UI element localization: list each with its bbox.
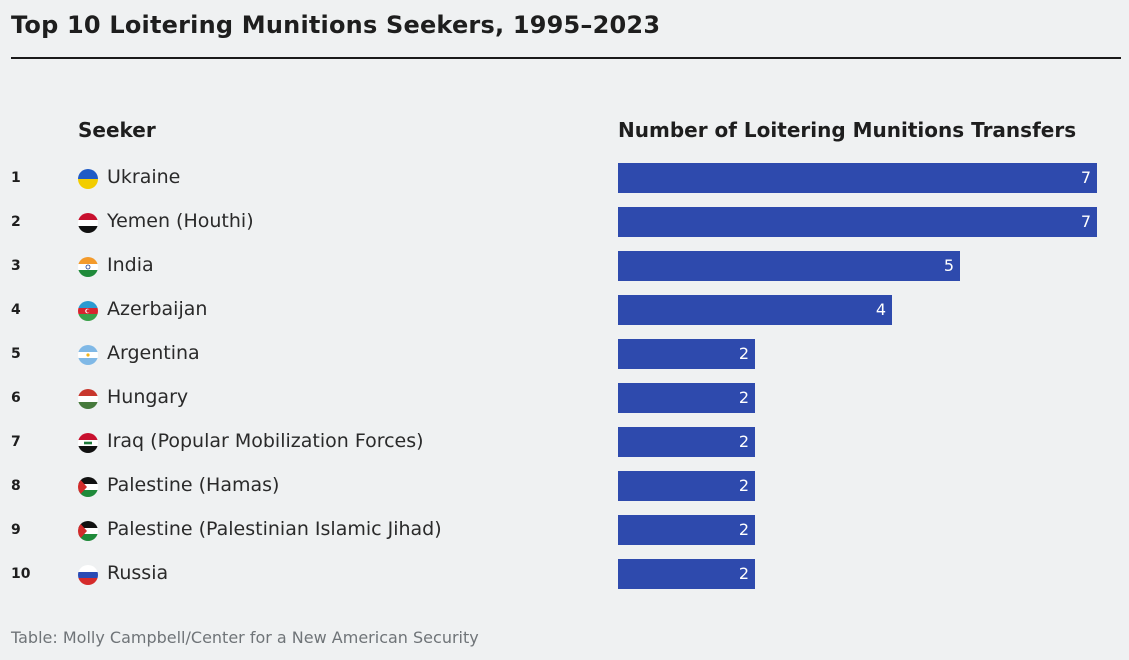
bar-value-label: 2	[738, 344, 749, 363]
rank-label: 4	[11, 302, 21, 318]
table-row: 5 Argentina 2	[0, 334, 1129, 378]
bar-value-label: 2	[738, 520, 749, 539]
rank-label: 3	[11, 258, 21, 274]
bar-value-label: 2	[738, 476, 749, 495]
bar	[618, 427, 755, 457]
rank-label: 10	[11, 566, 31, 582]
rank-label: 1	[11, 170, 21, 186]
seeker-name: Palestine (Palestinian Islamic Jihad)	[107, 518, 442, 540]
rank-label: 6	[11, 390, 21, 406]
bar-value-label: 4	[875, 300, 886, 319]
bar	[618, 339, 755, 369]
iraq-flag-icon	[78, 433, 98, 453]
table-row: 8 Palestine (Hamas) 2	[0, 466, 1129, 510]
seeker-name: India	[107, 254, 154, 276]
table-row: 1 Ukraine 7	[0, 158, 1129, 202]
palestine-flag-icon	[78, 477, 98, 497]
azerbaijan-flag-icon	[78, 301, 98, 321]
hungary-flag-icon	[78, 389, 98, 409]
bar	[618, 471, 755, 501]
seeker-name: Argentina	[107, 342, 200, 364]
source-note: Table: Molly Campbell/Center for a New A…	[11, 628, 479, 647]
bar-value-label: 2	[738, 564, 749, 583]
bar-value-label: 2	[738, 432, 749, 451]
yemen-flag-icon	[78, 213, 98, 233]
bar	[618, 163, 1097, 193]
seeker-name: Iraq (Popular Mobilization Forces)	[107, 430, 424, 452]
table-row: 9 Palestine (Palestinian Islamic Jihad) 2	[0, 510, 1129, 554]
rank-label: 8	[11, 478, 21, 494]
seeker-name: Hungary	[107, 386, 189, 408]
bar-value-label: 2	[738, 388, 749, 407]
seeker-name: Yemen (Houthi)	[107, 210, 254, 232]
table-row: 6 Hungary 2	[0, 378, 1129, 422]
table-row: 2 Yemen (Houthi) 7	[0, 202, 1129, 246]
bar-value-label: 7	[1080, 168, 1091, 187]
bar	[618, 207, 1097, 237]
seeker-name: Russia	[107, 562, 169, 584]
bar-value-label: 7	[1080, 212, 1091, 231]
table-row: 10 Russia 2	[0, 554, 1129, 598]
russia-flag-icon	[78, 565, 98, 585]
bar	[618, 515, 755, 545]
rank-label: 5	[11, 346, 21, 362]
rank-label: 7	[11, 434, 21, 450]
india-flag-icon	[78, 257, 98, 277]
bar	[618, 295, 892, 325]
bar	[618, 383, 755, 413]
ukraine-flag-icon	[78, 169, 98, 189]
bar	[618, 559, 755, 589]
palestine-flag-icon	[78, 521, 98, 541]
seeker-column-header: Seeker	[78, 118, 156, 142]
rank-label: 2	[11, 214, 21, 230]
transfers-column-header: Number of Loitering Munitions Transfers	[618, 118, 1077, 142]
chart-title: Top 10 Loitering Munitions Seekers, 1995…	[11, 11, 661, 39]
table-row: 7 Iraq (Popular Mobilization Forces) 2	[0, 422, 1129, 466]
seeker-name: Azerbaijan	[107, 298, 208, 320]
table-row: 4 Azerbaijan 4	[0, 290, 1129, 334]
seeker-name: Palestine (Hamas)	[107, 474, 280, 496]
seeker-name: Ukraine	[107, 166, 181, 188]
bar-value-label: 5	[943, 256, 954, 275]
rank-label: 9	[11, 522, 21, 538]
argentina-flag-icon	[78, 345, 98, 365]
table-row: 3 India 5	[0, 246, 1129, 290]
bar	[618, 251, 960, 281]
title-divider	[11, 57, 1121, 59]
